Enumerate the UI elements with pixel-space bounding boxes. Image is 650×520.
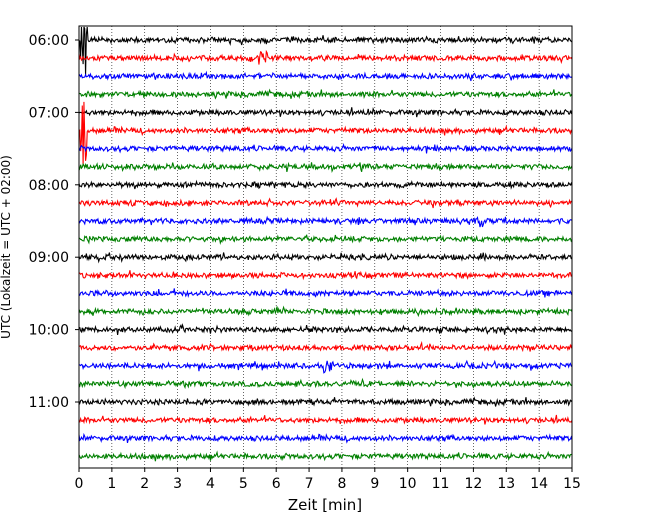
trace-row-4 xyxy=(78,107,573,118)
trace-row-2 xyxy=(78,70,573,82)
x-tick-label-4: 4 xyxy=(206,476,215,492)
y-tick-label-11:00: 11:00 xyxy=(29,395,69,411)
y-axis-label: UTC (Lokalzeit = UTC + 02:00) xyxy=(0,155,13,339)
trace-row-21 xyxy=(78,414,573,425)
trace-row-13 xyxy=(78,270,573,281)
x-tick-label-7: 7 xyxy=(305,476,314,492)
x-tick-label-6: 6 xyxy=(272,476,281,492)
trace-row-23 xyxy=(78,450,573,462)
trace-row-16 xyxy=(78,322,573,335)
x-tick-label-11: 11 xyxy=(432,476,450,492)
x-tick-label-1: 1 xyxy=(107,476,116,492)
y-tick-label-07:00: 07:00 xyxy=(29,105,69,121)
x-axis-ticks: 0 1 2 3 4 5 6 7 8 9 10 11 12 13 14 15 xyxy=(75,468,581,492)
x-tick-label-14: 14 xyxy=(530,476,548,492)
trace-row-19 xyxy=(78,377,573,390)
y-tick-label-10:00: 10:00 xyxy=(29,323,69,339)
trace-row-22 xyxy=(78,432,573,444)
x-tick-label-9: 9 xyxy=(370,476,379,492)
trace-row-6 xyxy=(78,143,573,154)
seismogram-traces xyxy=(78,26,573,462)
trace-row-11 xyxy=(78,234,573,245)
trace-row-17 xyxy=(78,340,573,353)
y-tick-label-08:00: 08:00 xyxy=(29,178,69,194)
x-tick-label-3: 3 xyxy=(173,476,182,492)
trace-row-0 xyxy=(78,26,573,76)
trace-row-8 xyxy=(78,179,573,190)
x-tick-label-12: 12 xyxy=(464,476,482,492)
x-tick-label-10: 10 xyxy=(399,476,417,492)
x-tick-label-13: 13 xyxy=(497,476,515,492)
trace-row-7 xyxy=(78,161,573,174)
trace-row-3 xyxy=(78,88,573,100)
trace-row-15 xyxy=(78,305,573,318)
plot-frame xyxy=(78,25,573,469)
y-axis-ticks: 06:00 07:00 08:00 09:00 10:00 11:00 xyxy=(29,33,79,411)
trace-row-18 xyxy=(78,359,573,374)
trace-row-10 xyxy=(78,215,573,228)
trace-row-9 xyxy=(78,197,573,209)
y-tick-label-09:00: 09:00 xyxy=(29,250,69,266)
trace-row-1 xyxy=(78,49,573,65)
y-tick-label-06:00: 06:00 xyxy=(29,33,69,49)
x-tick-label-0: 0 xyxy=(75,476,84,492)
x-axis-label: Zeit [min] xyxy=(288,496,362,514)
trace-row-12 xyxy=(78,252,573,264)
x-tick-label-2: 2 xyxy=(140,476,149,492)
x-tick-label-8: 8 xyxy=(337,476,346,492)
trace-row-5 xyxy=(78,101,573,167)
trace-row-20 xyxy=(78,396,573,407)
x-tick-label-15: 15 xyxy=(563,476,581,492)
x-tick-label-5: 5 xyxy=(239,476,248,492)
trace-row-14 xyxy=(78,288,573,298)
